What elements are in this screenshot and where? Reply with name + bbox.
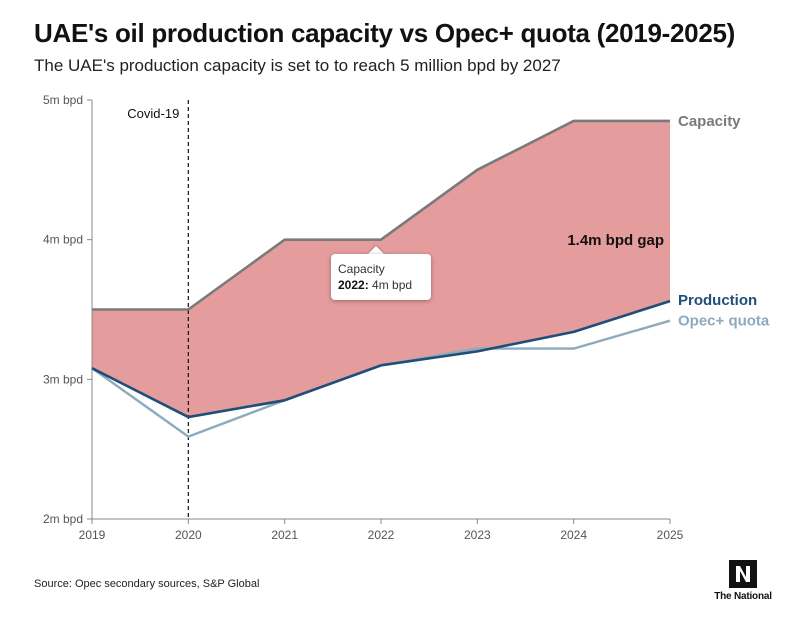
y-tick-label: 5m bpd [43, 93, 83, 107]
x-tick-label: 2021 [271, 528, 298, 542]
tooltip-arrow [368, 246, 384, 254]
brand-logo: The National [706, 560, 780, 602]
capacity-line [92, 119, 670, 311]
tooltip-title: Capacity [338, 262, 385, 276]
x-tick-label: 2024 [560, 528, 587, 542]
tooltip-value: 4m bpd [372, 278, 413, 292]
capacity-series-label: Capacity [678, 113, 741, 130]
x-tick-label: 2023 [464, 528, 491, 542]
x-tick-label: 2025 [657, 528, 684, 542]
x-tick-label: 2020 [175, 528, 202, 542]
y-tick-label: 2m bpd [43, 512, 83, 526]
production-line [91, 299, 671, 419]
x-tick-label: 2019 [79, 528, 106, 542]
opec-quota-series-label: Opec+ quota [678, 313, 770, 330]
chart-subtitle: The UAE's production capacity is set to … [34, 56, 561, 75]
logo-n-icon [729, 560, 757, 588]
capacity-tooltip: Capacity 2022: 4m bpd [331, 254, 431, 300]
brand-name: The National [714, 591, 772, 602]
production-series-label: Production [678, 292, 757, 309]
y-tick-label: 4m bpd [43, 233, 83, 247]
chart-title: UAE's oil production capacity vs Opec+ q… [34, 18, 735, 48]
y-tick-label: 3m bpd [43, 372, 83, 386]
x-tick-label: 2022 [368, 528, 395, 542]
gap-annotation-label: 1.4m bpd gap [567, 232, 664, 249]
source-note: Source: Opec secondary sources, S&P Glob… [34, 578, 260, 590]
covid-label: Covid-19 [127, 106, 179, 121]
tooltip-year: 2022: [338, 278, 369, 292]
